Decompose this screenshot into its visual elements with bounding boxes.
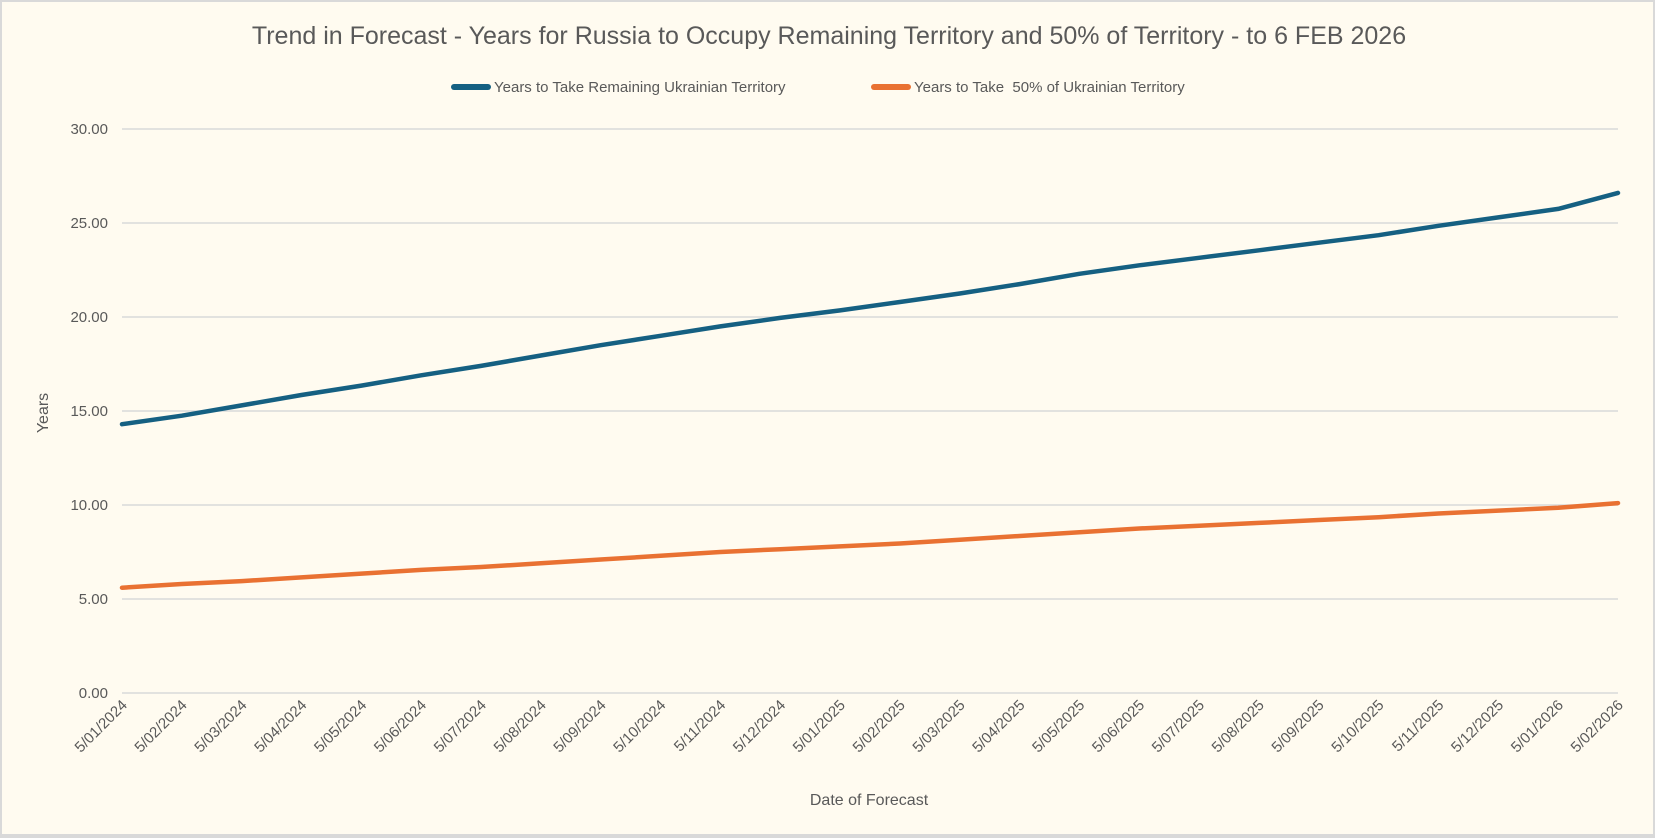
x-tick-label: 5/08/2024	[490, 697, 549, 756]
series-line-50pct-territory	[122, 503, 1618, 588]
x-tick-label: 5/11/2024	[671, 697, 729, 755]
x-tick-label: 5/10/2025	[1328, 697, 1387, 756]
y-axis-ticks: 0.00 5.00 10.00 15.00 20.00 25.00 30.00	[70, 121, 108, 702]
y-axis-title: Years	[35, 393, 52, 433]
gridlines	[122, 129, 1618, 693]
x-tick-label: 5/07/2024	[431, 697, 490, 756]
legend: Years to Take Remaining Ukrainian Territ…	[454, 79, 1185, 96]
x-tick-label: 5/02/2026	[1568, 697, 1627, 756]
y-tick-label: 0.00	[79, 685, 108, 702]
x-tick-label: 5/06/2025	[1089, 697, 1148, 756]
legend-label-remaining: Years to Take Remaining Ukrainian Territ…	[494, 79, 786, 96]
y-tick-label: 20.00	[70, 309, 108, 326]
legend-label-50pct: Years to Take 50% of Ukrainian Territory	[914, 79, 1185, 96]
x-tick-label: 5/02/2024	[131, 697, 190, 756]
x-tick-label: 5/01/2025	[790, 697, 849, 756]
x-tick-label: 5/09/2024	[550, 697, 609, 756]
x-tick-label: 5/01/2024	[72, 697, 131, 756]
x-tick-label: 5/10/2024	[610, 697, 669, 756]
y-tick-label: 25.00	[70, 215, 108, 232]
series-lines	[122, 193, 1618, 588]
x-tick-label: 5/09/2025	[1268, 697, 1327, 756]
x-tick-label: 5/12/2024	[730, 697, 789, 756]
x-tick-label: 5/12/2025	[1448, 697, 1507, 756]
y-tick-label: 10.00	[70, 497, 108, 514]
x-tick-label: 5/02/2025	[850, 697, 909, 756]
series-line-remaining-territory	[122, 193, 1618, 424]
x-tick-label: 5/08/2025	[1209, 697, 1268, 756]
y-tick-label: 15.00	[70, 403, 108, 420]
x-tick-label: 5/01/2026	[1508, 697, 1567, 756]
x-tick-label: 5/04/2025	[969, 697, 1028, 756]
chart-title: Trend in Forecast - Years for Russia to …	[252, 22, 1406, 50]
x-tick-label: 5/03/2024	[191, 697, 250, 756]
y-tick-label: 5.00	[79, 591, 108, 608]
x-tick-label: 5/03/2025	[909, 697, 968, 756]
x-axis-title: Date of Forecast	[810, 792, 929, 809]
x-tick-label: 5/04/2024	[251, 697, 310, 756]
x-tick-label: 5/05/2024	[311, 697, 370, 756]
x-tick-label: 5/05/2025	[1029, 697, 1088, 756]
x-tick-label: 5/07/2025	[1149, 697, 1208, 756]
x-tick-label: 5/11/2025	[1389, 697, 1447, 755]
x-tick-label: 5/06/2024	[371, 697, 430, 756]
y-tick-label: 30.00	[70, 121, 108, 138]
